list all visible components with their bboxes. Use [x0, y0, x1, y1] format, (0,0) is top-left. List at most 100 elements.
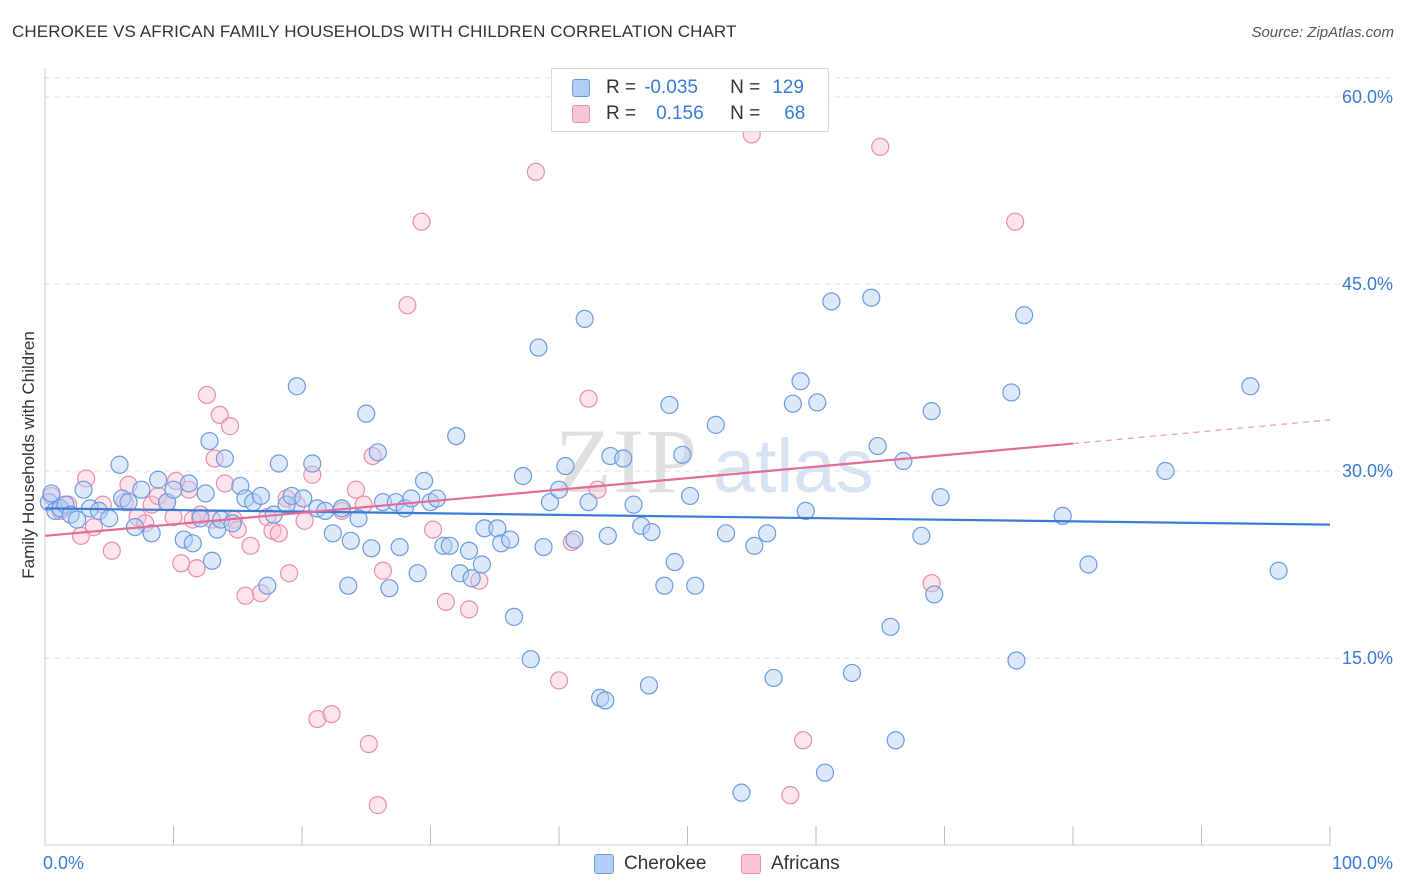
cherokee-point	[822, 292, 841, 311]
legend-label-africans: Africans	[771, 853, 840, 874]
africans-point	[236, 586, 255, 605]
africans-point	[922, 574, 941, 593]
cherokee-point	[521, 650, 540, 669]
cherokee-point	[323, 524, 342, 543]
cherokee-point	[1015, 306, 1034, 325]
cherokee-point	[764, 668, 783, 688]
cherokee-trend-line	[44, 507, 1331, 526]
cherokee-point	[1079, 555, 1098, 574]
africans-point	[322, 704, 341, 724]
cherokee-point	[362, 539, 381, 558]
cherokee-point	[251, 486, 270, 506]
cherokee-point	[912, 526, 931, 545]
africans-point	[359, 734, 378, 754]
cherokee-point	[1156, 461, 1175, 481]
n-label: N =	[730, 77, 761, 98]
cherokee-point	[862, 288, 881, 307]
africans-point	[197, 385, 217, 405]
cherokee-point	[164, 480, 183, 499]
r-label: R =	[606, 103, 637, 124]
cherokee-point	[380, 579, 399, 598]
cherokee-swatch	[572, 79, 590, 97]
africans-point	[423, 520, 443, 539]
cherokee-point	[303, 454, 322, 473]
axes	[44, 68, 1331, 846]
cherokee-point	[716, 524, 736, 543]
chart-title: CHEROKEE VS AFRICAN FAMILY HOUSEHOLDS WI…	[12, 22, 737, 41]
africans-point	[251, 584, 270, 603]
cherokee-point	[565, 530, 584, 549]
cherokee-point	[1241, 377, 1260, 396]
cherokee-point	[660, 395, 679, 415]
r-label: R =	[606, 77, 637, 98]
stats-row-africans: R = 0.156 N = 68	[572, 102, 805, 126]
cherokee-point	[183, 534, 202, 553]
cherokee-point	[1002, 383, 1021, 402]
y-tick-label: 45.0%	[1342, 274, 1393, 294]
r-value-cherokee: -0.035	[644, 77, 698, 98]
cherokee-point	[492, 534, 511, 553]
cherokee-point	[886, 731, 905, 750]
legend-item-cherokee[interactable]: Cherokee	[594, 852, 706, 876]
cherokee-point	[339, 576, 358, 595]
africans-point	[794, 731, 813, 750]
cherokee-point	[931, 488, 950, 507]
cherokee-point	[215, 449, 234, 468]
africans-point	[295, 511, 314, 530]
cherokee-point	[368, 443, 387, 462]
n-value-cherokee: 129	[772, 77, 804, 98]
cherokee-point	[287, 377, 306, 396]
y-tick-label: 15.0%	[1342, 648, 1393, 668]
watermark-atlas: atlas	[713, 424, 874, 509]
cherokee-point	[925, 585, 944, 604]
cherokee-point	[427, 489, 447, 508]
grid-lines	[45, 77, 1393, 659]
cherokee-point	[462, 569, 481, 588]
cherokee-point	[488, 519, 507, 538]
legend-item-africans[interactable]: Africans	[741, 852, 840, 876]
africans-point	[148, 486, 168, 506]
africans-trend-line	[44, 442, 1074, 537]
cherokee-point	[475, 519, 494, 538]
cherokee-point	[673, 445, 692, 464]
cherokee-point	[791, 372, 810, 391]
cherokee-point	[174, 530, 193, 549]
cherokee-point	[100, 509, 119, 528]
cherokee-point	[110, 455, 129, 474]
cherokee-point	[513, 466, 533, 486]
cherokee-point	[796, 501, 815, 520]
africans-point	[871, 137, 890, 156]
cherokee-point	[1007, 651, 1026, 670]
stats-row-cherokee: R = -0.035 N = 129	[572, 76, 804, 100]
cherokee-point	[42, 484, 61, 503]
africans-point	[368, 796, 387, 815]
cherokee-point	[357, 404, 376, 423]
cherokee-point	[758, 524, 777, 543]
africans-point	[280, 564, 299, 583]
cherokee-point	[598, 526, 617, 545]
africans-point	[215, 474, 234, 493]
africans-point	[205, 449, 224, 468]
africans-point	[269, 524, 288, 543]
cherokee-point	[269, 454, 288, 473]
cherokee-point	[504, 607, 524, 626]
africans-point	[346, 480, 366, 499]
cherokee-point	[390, 537, 409, 557]
cherokee-point	[894, 451, 913, 471]
africans-point	[77, 469, 96, 488]
cherokee-point	[881, 617, 900, 636]
cherokee-point	[732, 783, 751, 802]
stats-box: R = -0.035 N = 129 R = 0.156 N = 68	[551, 68, 829, 132]
cherokee-point	[142, 524, 161, 543]
cherokee-point	[414, 471, 434, 491]
cherokee-point	[501, 530, 520, 549]
x-tick-label-max: 100.0%	[1332, 853, 1393, 873]
tick-labels: 15.0% 30.0% 45.0% 60.0%	[1342, 87, 1393, 668]
legend-label-cherokee: Cherokee	[624, 853, 707, 874]
cherokee-point	[386, 493, 405, 512]
y-tick-label: 30.0%	[1342, 461, 1393, 481]
r-value-africans: 0.156	[656, 103, 704, 124]
africans-point	[164, 508, 183, 527]
y-axis-label: Family Households with Children	[19, 331, 38, 579]
